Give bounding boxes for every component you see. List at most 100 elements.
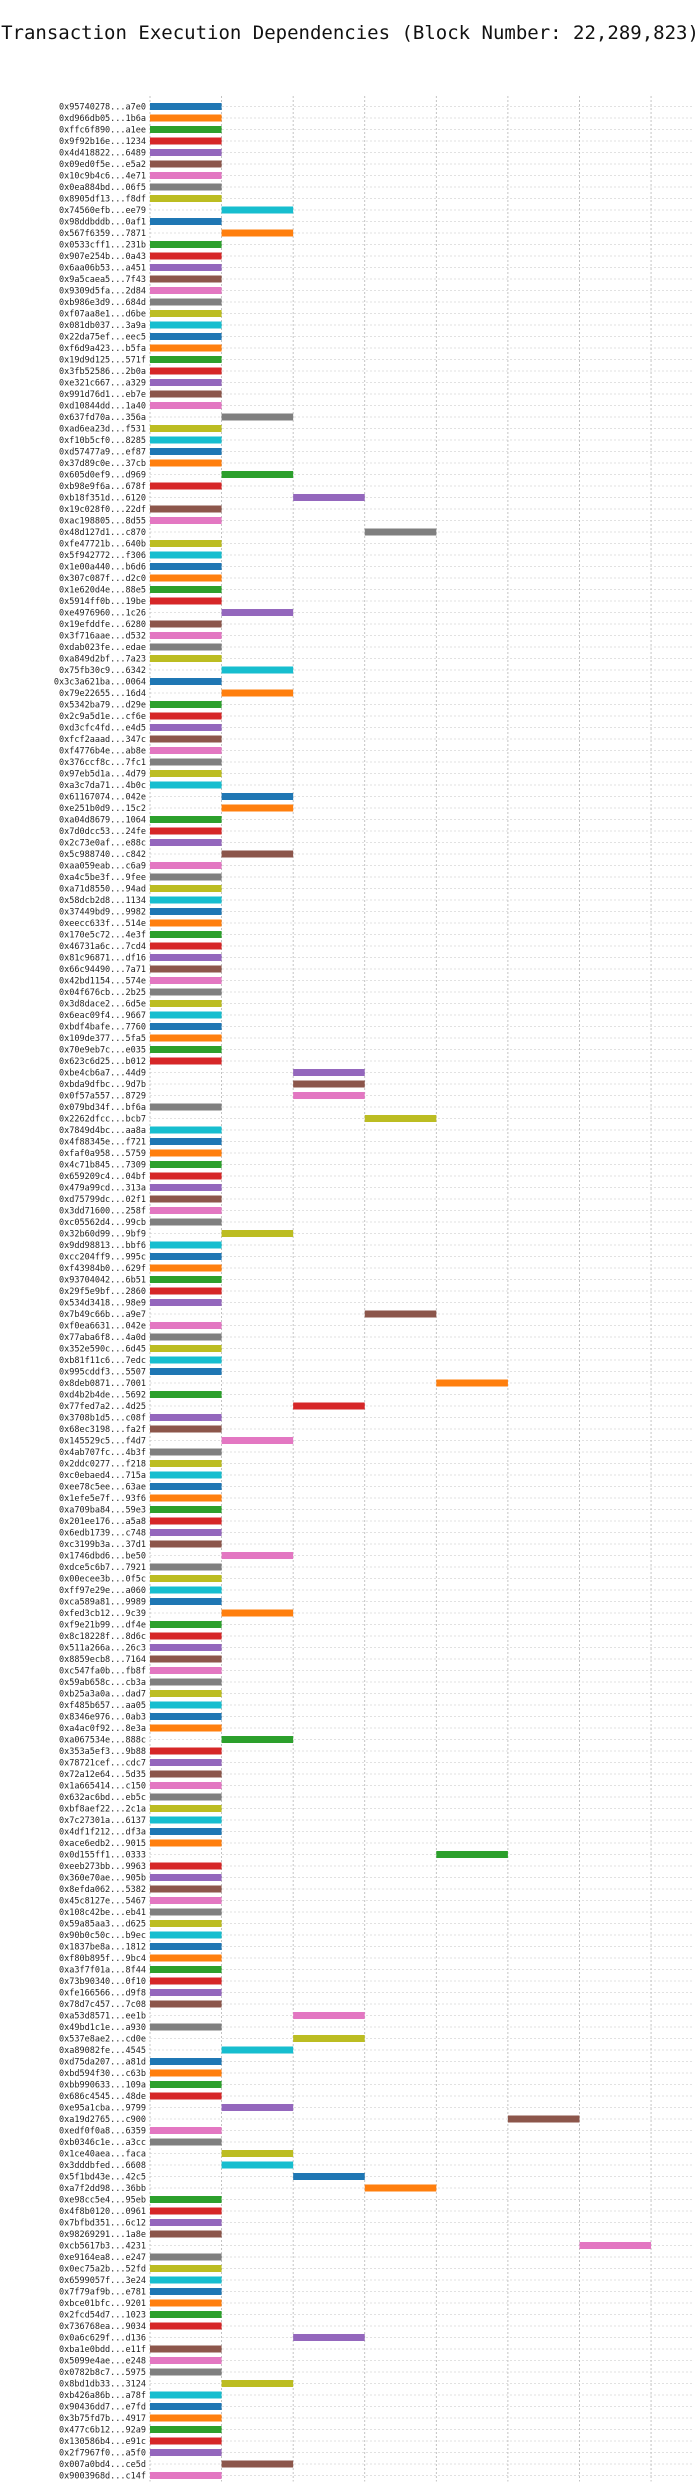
y-tick-label: 0xbdf4bafe...7760 <box>59 1023 146 1033</box>
transaction-bar <box>150 1471 222 1479</box>
y-tick-label: 0x8905df13...f8df <box>59 195 146 205</box>
y-tick-label: 0x3fb52586...2b0a <box>59 367 146 377</box>
transaction-bar <box>150 1632 222 1640</box>
y-tick-label: 0xa19d2765...c900 <box>59 2115 146 2125</box>
transaction-bar <box>150 1356 222 1364</box>
transaction-bar <box>150 1770 222 1778</box>
transaction-bar <box>150 1494 222 1502</box>
y-tick-label: 0x2fcd54d7...1023 <box>59 2311 146 2321</box>
y-tick-label: 0x7bfbd351...6c12 <box>59 2219 146 2229</box>
y-tick-label: 0x2ddc0277...f218 <box>59 1460 146 1470</box>
transaction-bar <box>150 390 222 398</box>
transaction-bar <box>150 287 222 294</box>
transaction-bar <box>221 2460 294 2468</box>
transaction-bar <box>150 586 222 593</box>
y-tick-label: 0xc3199b3a...37d1 <box>59 1540 146 1550</box>
transaction-bar <box>150 160 222 168</box>
y-tick-label: 0x3d8dace2...6d5e <box>59 1000 146 1010</box>
transaction-bar <box>150 425 222 432</box>
transaction-bar <box>150 954 222 961</box>
y-tick-label: 0x22da75ef...eec5 <box>59 333 146 343</box>
y-tick-label: 0xfed3cb12...9c39 <box>59 1609 146 1619</box>
y-tick-label: 0xfcf2aaad...347c <box>59 735 146 745</box>
transaction-bar <box>150 517 222 524</box>
transaction-bar <box>221 609 294 616</box>
y-tick-label: 0x307c087f...d2c0 <box>59 574 146 584</box>
transaction-bar <box>364 528 437 536</box>
transaction-bar <box>364 1115 437 1122</box>
transaction-bar <box>150 1931 222 1939</box>
transaction-bar <box>150 2196 222 2203</box>
transaction-bar <box>150 1701 222 1709</box>
transaction-bar <box>221 1552 294 1559</box>
transaction-bar <box>150 1276 222 1283</box>
transaction-bar <box>221 206 294 214</box>
y-tick-label: 0xedf0f0a8...6359 <box>59 2127 146 2137</box>
y-tick-label: 0xbd594f30...c63b <box>59 2069 146 2079</box>
transaction-bar <box>150 931 222 938</box>
transaction-bar <box>221 471 294 478</box>
y-tick-label: 0x1e00a440...b6d6 <box>59 563 146 573</box>
transaction-bar <box>150 781 222 789</box>
y-tick-label: 0x108c42be...eb41 <box>59 1908 146 1918</box>
y-tick-label: 0x3b75fd7b...4917 <box>59 2414 146 2424</box>
chart-title: Transaction Execution Dependencies (Bloc… <box>1 22 699 44</box>
y-tick-label: 0xfe47721b...640b <box>59 540 146 550</box>
transaction-bar <box>150 1874 222 1881</box>
y-tick-label: 0x109de377...5fa5 <box>59 1034 146 1044</box>
y-tick-label: 0x97eb5d1a...4d79 <box>59 770 146 780</box>
y-tick-label: 0xe321c667...a329 <box>59 379 146 389</box>
y-tick-label: 0x8c18228f...8d6c <box>59 1632 146 1642</box>
transaction-bar <box>150 1172 222 1180</box>
y-tick-label: 0xf07aa8e1...d6be <box>59 310 146 320</box>
y-tick-label: 0x68ec3198...fa2f <box>59 1425 146 1435</box>
transaction-bar <box>150 333 222 340</box>
transaction-bar <box>150 2322 222 2330</box>
y-tick-label: 0xe4976960...1c26 <box>59 609 146 619</box>
y-tick-label: 0xc0ebaed4...715a <box>59 1471 146 1481</box>
y-tick-label: 0x130586b4...e91c <box>59 2437 146 2447</box>
transaction-bar <box>150 977 222 984</box>
transaction-bar <box>150 1103 222 1111</box>
transaction-bar <box>150 896 222 904</box>
transaction-bar <box>150 1540 222 1548</box>
y-tick-label: 0x00ecee3b...0f5c <box>59 1575 146 1585</box>
transaction-bar <box>293 1402 365 1410</box>
y-tick-label: 0x2262dfcc...bcb7 <box>59 1115 146 1125</box>
transaction-bar <box>150 183 222 191</box>
transaction-bar <box>150 2357 222 2364</box>
y-tick-label: 0x360e70ae...905b <box>59 1874 146 1884</box>
transaction-bar <box>150 195 222 202</box>
transaction-bar <box>150 988 222 996</box>
transaction-bar <box>150 275 222 283</box>
y-tick-label: 0x3708b1d5...c08f <box>59 1414 146 1424</box>
y-tick-label: 0x74560efb...ee79 <box>59 206 146 216</box>
y-tick-label: 0x201ee176...a5a8 <box>59 1517 146 1527</box>
transaction-bar <box>150 1264 222 1272</box>
transaction-bar <box>150 908 222 915</box>
transaction-bar <box>150 1184 222 1191</box>
y-tick-label: 0x2c9a5d1e...cf6e <box>59 712 146 722</box>
y-tick-label: 0x10c9b4c6...4e71 <box>59 172 146 182</box>
y-tick-label: 0x49bd1c1e...a930 <box>59 2023 146 2033</box>
transaction-bar <box>150 1195 222 1203</box>
transaction-bar <box>221 793 294 800</box>
y-tick-label: 0x0a6c629f...d136 <box>59 2334 146 2344</box>
transaction-bar <box>150 2345 222 2353</box>
transaction-bar <box>150 1575 222 1582</box>
y-tick-label: 0x5f1bd43e...42c5 <box>59 2173 146 2183</box>
y-tick-label: 0x77fed7a2...4d25 <box>59 1402 146 1412</box>
y-tick-label: 0xa04d8679...1064 <box>59 816 146 826</box>
transaction-bar <box>150 103 222 110</box>
y-tick-label: 0x77aba6f8...4a0d <box>59 1333 146 1343</box>
transaction-bar <box>150 2276 222 2284</box>
y-tick-label: 0x686c4545...48de <box>59 2092 146 2102</box>
transaction-bar <box>150 563 222 570</box>
transaction-bar <box>150 1241 222 1249</box>
y-tick-label: 0xe98cc5e4...95eb <box>59 2196 146 2206</box>
transaction-bar <box>150 1828 222 1835</box>
y-tick-label: 0xb25a3a0a...dad7 <box>59 1690 146 1700</box>
transaction-bar <box>221 2104 294 2111</box>
transaction-bar <box>150 2219 222 2226</box>
